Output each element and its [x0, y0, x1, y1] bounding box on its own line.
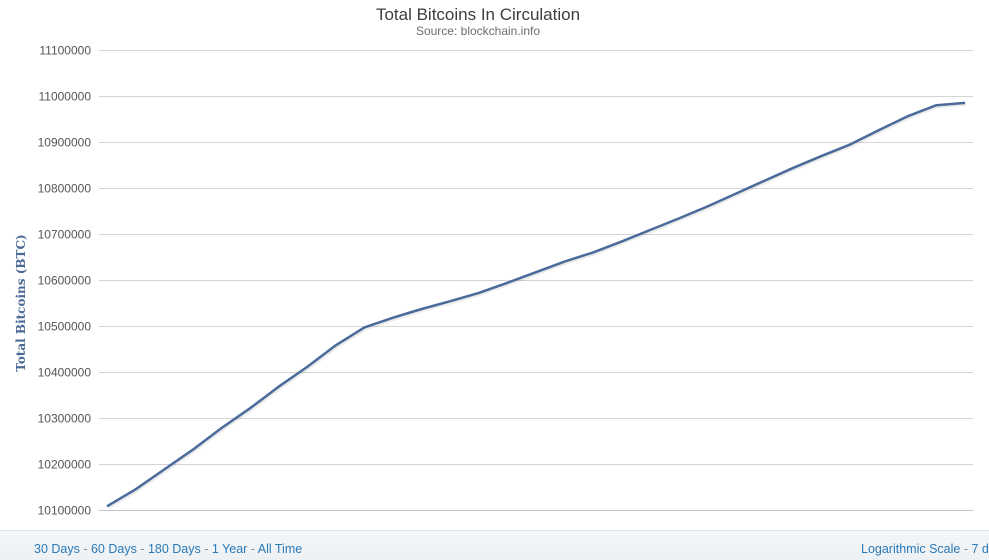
seven-day-link[interactable]: 7 d — [971, 542, 989, 556]
y-tick-label: 10200000 — [38, 458, 92, 472]
logarithmic-scale-link[interactable]: Logarithmic Scale — [861, 542, 961, 556]
y-tick-label: 11000000 — [39, 90, 92, 104]
range-separator: - — [136, 542, 148, 556]
series-line-shadow — [106, 101, 967, 510]
range-link-60-days[interactable]: 60 Days — [90, 542, 137, 556]
range-link-180-days[interactable]: 180 Days — [147, 542, 201, 556]
series-line[interactable] — [106, 101, 966, 508]
y-tick-label: 10500000 — [38, 320, 92, 334]
scale-links: Logarithmic Scale - 7 d — [861, 542, 989, 556]
y-tick-label: 10800000 — [38, 182, 92, 196]
grid-lines — [99, 50, 973, 511]
y-tick-label: 10700000 — [38, 228, 92, 242]
chart-footer: 30 Days - 60 Days - 180 Days - 1 Year - … — [0, 530, 989, 560]
time-range-links: 30 Days - 60 Days - 180 Days - 1 Year - … — [34, 542, 302, 556]
y-tick-label: 10100000 — [38, 504, 92, 518]
chart-title: Total Bitcoins In Circulation — [375, 5, 581, 24]
range-link-all-time[interactable]: All Time — [257, 542, 303, 556]
y-axis-tick-labels: 10100000 10200000 10300000 10400000 10500000… — [38, 44, 92, 518]
y-tick-label: 10900000 — [38, 136, 92, 150]
range-separator: - — [247, 542, 258, 556]
range-separator: - — [200, 542, 212, 556]
y-tick-label: 10300000 — [38, 412, 92, 426]
y-tick-label: 10600000 — [38, 274, 92, 288]
range-separator: - — [79, 542, 91, 556]
range-link-1-year[interactable]: 1 Year — [211, 542, 248, 556]
y-tick-label: 10400000 — [38, 366, 92, 380]
chart-subtitle: Source: blockchain.info — [415, 24, 541, 38]
chart-area: 10100000 10200000 10300000 10400000 10500000… — [14, 44, 973, 518]
scale-separator: - — [960, 542, 972, 556]
y-axis-label: Total Bitcoins (BTC) — [14, 234, 28, 371]
y-tick-label: 11100000 — [39, 44, 91, 58]
range-link-30-days[interactable]: 30 Days — [34, 542, 80, 556]
series-layer — [106, 101, 967, 510]
